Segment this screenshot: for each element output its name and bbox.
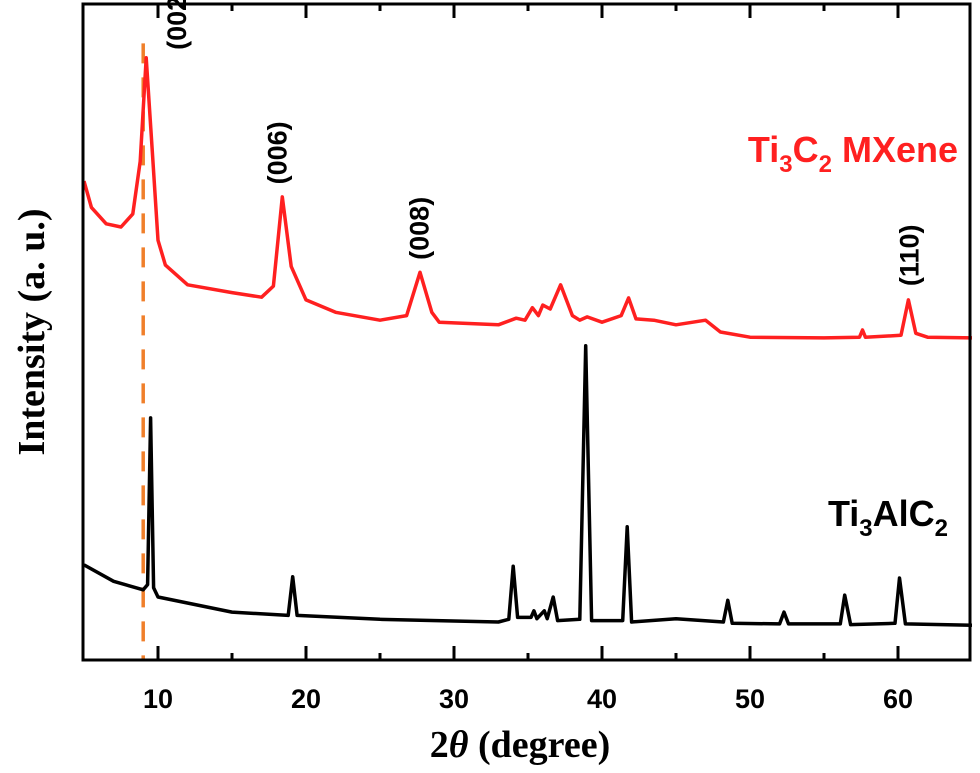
x-tick-label: 60	[883, 684, 913, 714]
series-line-ti3c2-mxene	[82, 56, 973, 340]
x-tick-label: 30	[439, 684, 469, 714]
plot-frame	[81, 2, 972, 662]
peak-label: (110)	[894, 225, 924, 287]
x-tick-label: 10	[143, 684, 173, 714]
peak-label: (008)	[404, 197, 434, 260]
series-label-mxene: Ti3C2 MXene	[748, 129, 958, 178]
x-tick-label: 40	[587, 684, 617, 714]
x-tick-label: 50	[735, 684, 765, 714]
peak-label: (006)	[262, 121, 292, 184]
y-axis-label: Intensity (a. u.)	[11, 208, 53, 455]
x-tick-label: 20	[291, 684, 321, 714]
series-label-ti3alc2: Ti3AlC2	[828, 493, 948, 542]
x-axis-label: 2θ (degree)	[430, 724, 610, 766]
series-line-ti3alc2	[83, 344, 973, 627]
peak-label: (002)	[162, 0, 192, 50]
